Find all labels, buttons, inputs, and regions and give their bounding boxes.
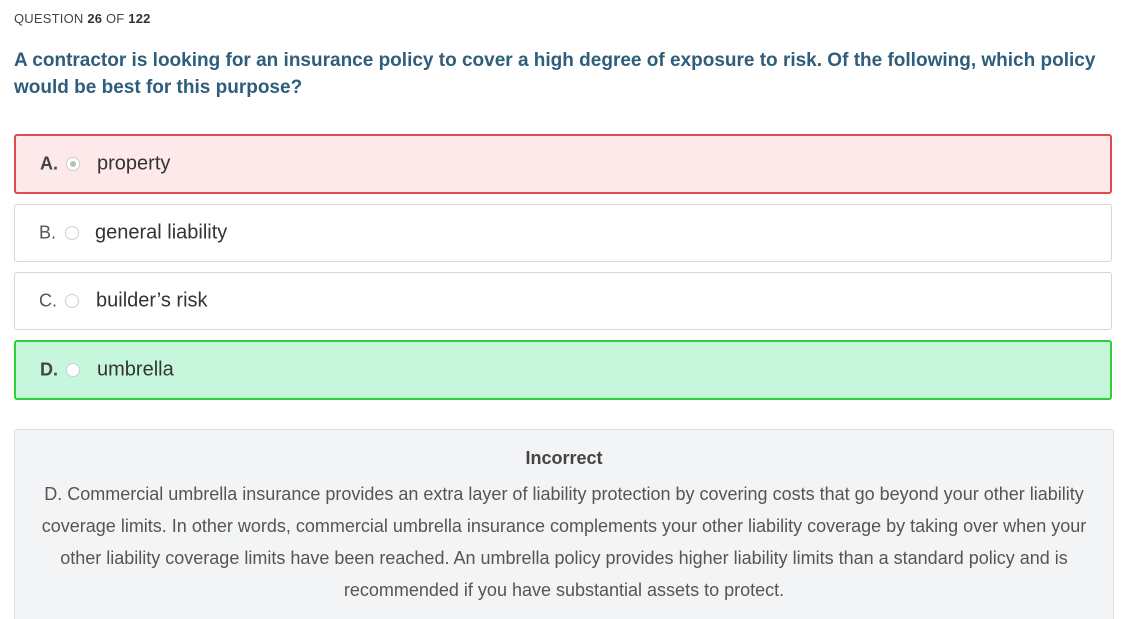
option-label: umbrella — [97, 358, 174, 381]
feedback-title: Incorrect — [525, 448, 603, 468]
option-b[interactable]: B. general liability — [14, 204, 1112, 262]
radio-button[interactable] — [65, 294, 79, 308]
counter-total: 122 — [128, 11, 151, 26]
option-c[interactable]: C. builder’s risk — [14, 272, 1112, 330]
counter-prefix: QUESTION — [14, 11, 84, 26]
option-label: property — [97, 152, 171, 175]
option-label: general liability — [95, 221, 228, 244]
counter-current: 26 — [87, 11, 103, 26]
option-d[interactable]: D. umbrella — [14, 340, 1112, 400]
question-counter: QUESTION 26 OF 122 — [14, 11, 151, 26]
feedback-panel: Incorrect D. Commercial umbrella insuran… — [14, 429, 1114, 619]
feedback-explanation: D. Commercial umbrella insurance provide… — [41, 484, 1087, 600]
option-letter: A. — [40, 153, 58, 174]
counter-of: OF — [106, 11, 125, 26]
radio-button[interactable] — [66, 363, 80, 377]
option-letter: C. — [39, 290, 57, 311]
option-a[interactable]: A. property — [14, 134, 1112, 194]
option-label: builder’s risk — [96, 289, 208, 312]
radio-button[interactable] — [66, 157, 80, 171]
radio-button[interactable] — [65, 226, 79, 240]
question-text: A contractor is looking for an insurance… — [14, 50, 1096, 98]
option-letter: D. — [40, 359, 58, 380]
option-letter: B. — [39, 222, 57, 243]
